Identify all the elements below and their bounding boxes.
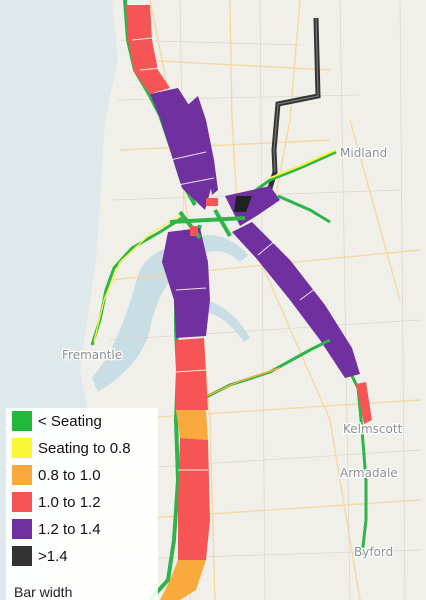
load-bar-mandurah-north (162, 228, 210, 338)
route-midland-load (269, 149, 337, 179)
load-bar-mandurah-end (160, 560, 206, 600)
load-bar-mandurah-amber (176, 410, 208, 440)
load-bar-armadale-outer (356, 382, 372, 424)
legend-footer-bar-width: Bar width (14, 584, 73, 600)
legend-item-seating-08: Seating to 0.8 (12, 437, 131, 459)
load-bar-joondalup-south (150, 88, 212, 210)
legend-item-10-12: 1.0 to 1.2 (12, 491, 101, 513)
legend-swatch-red (12, 492, 32, 512)
place-label-midland: Midland (340, 146, 387, 160)
legend-swatch-purple (12, 519, 32, 539)
legend-label: < Seating (38, 412, 102, 430)
route-fremantle-load (93, 215, 181, 343)
legend-swatch-green (12, 411, 32, 431)
route-airport-line-edge (273, 17, 319, 173)
swan-river (92, 235, 248, 392)
route-thornlie-line (199, 338, 331, 402)
legend-label: Seating to 0.8 (38, 439, 131, 457)
legend-swatch-dark (12, 546, 32, 566)
segment-ticks (131, 37, 317, 471)
legend-item-08-10: 0.8 to 1.0 (12, 464, 101, 486)
load-bar-joondalup-mid (134, 70, 170, 94)
load-bar-city-red-2 (206, 198, 218, 206)
legend-label: 1.0 to 1.2 (38, 493, 101, 511)
legend-swatch-yellow (12, 438, 32, 458)
legend: < Seating Seating to 0.8 0.8 to 1.0 1.0 … (6, 408, 158, 600)
place-label-byford: Byford (354, 545, 393, 559)
legend-item-lt-seating: < Seating (12, 410, 102, 432)
load-bar-joondalup-inner (182, 96, 218, 195)
legend-label: >1.4 (38, 547, 68, 565)
legend-item-gt-14: >1.4 (12, 545, 68, 567)
route-fremantle-line (90, 216, 183, 346)
place-label-kelmscott: Kelmscott (343, 422, 403, 436)
route-midland-branch (277, 194, 331, 224)
load-bar-east-dark (234, 196, 252, 212)
place-label-armadale: Armadale (340, 466, 398, 480)
legend-label: 0.8 to 1.0 (38, 466, 101, 484)
load-bar-mandurah-south (178, 438, 210, 560)
place-label-fremantle: Fremantle (62, 348, 122, 362)
legend-swatch-orange (12, 465, 32, 485)
legend-item-12-14: 1.2 to 1.4 (12, 518, 101, 540)
load-bar-city-red (190, 226, 198, 236)
legend-label: 1.2 to 1.4 (38, 520, 101, 538)
load-bar-armadale-inner (232, 222, 360, 378)
route-thornlie-load (201, 367, 281, 399)
load-bar-mandurah-mid (176, 338, 208, 410)
